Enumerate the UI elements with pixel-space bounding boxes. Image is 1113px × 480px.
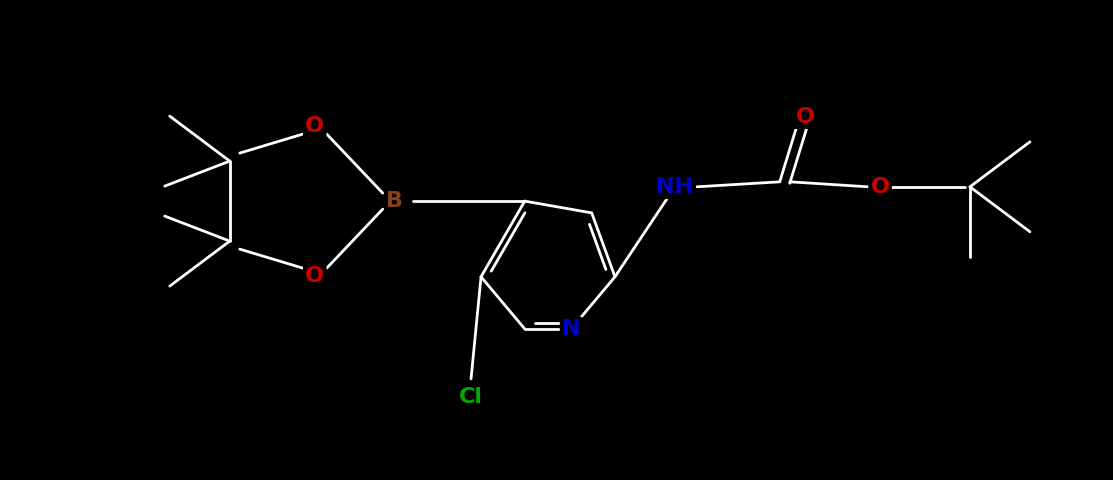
Text: O: O <box>796 107 815 127</box>
Text: O: O <box>305 116 324 136</box>
Text: B: B <box>386 191 403 211</box>
Text: NH: NH <box>657 177 693 197</box>
Text: O: O <box>870 177 889 197</box>
Text: N: N <box>562 319 581 339</box>
Text: Cl: Cl <box>459 387 483 407</box>
Text: O: O <box>305 266 324 286</box>
